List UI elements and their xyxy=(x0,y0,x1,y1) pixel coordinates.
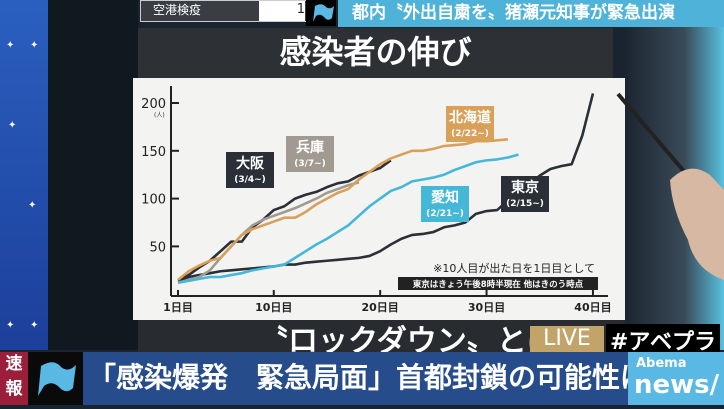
series-name-label: 兵庫 xyxy=(296,139,324,156)
quarantine-value: 1 xyxy=(259,1,305,21)
series-start-label: (2/15~) xyxy=(506,199,544,209)
y-tick-label: 50 xyxy=(149,240,166,255)
logo-bottom-text: news/ xyxy=(634,370,720,400)
x-tick-label: 40日目 xyxy=(574,301,611,314)
series-line-兵庫 xyxy=(177,181,360,284)
chart-note-box xyxy=(398,277,598,290)
x-tick-label: 30日目 xyxy=(468,301,505,314)
logo-top-text: Abema xyxy=(636,356,687,371)
star-icon: ✦ xyxy=(30,40,39,51)
quarantine-box: 空港検疫 1 xyxy=(140,0,307,22)
series-name-label: 北海道 xyxy=(449,109,491,126)
series-line-愛知 xyxy=(177,153,519,285)
x-tick-label: 20日目 xyxy=(362,301,399,314)
pointer-pen xyxy=(616,92,690,178)
series-label-box xyxy=(501,176,549,212)
monitor-frame xyxy=(48,0,138,350)
flag-icon xyxy=(306,0,336,26)
hand xyxy=(670,168,724,280)
quarantine-label: 空港検疫 xyxy=(153,3,202,17)
x-tick-label: 10日目 xyxy=(255,301,292,314)
y-tick-label: 100 xyxy=(141,193,166,208)
abema-news-logo: Abema news/ xyxy=(628,352,724,405)
series-line-北海道 xyxy=(177,138,508,281)
x-tick-label: 1日目 xyxy=(163,301,193,314)
breaking-badge: 速報 xyxy=(0,352,28,405)
series-start-label: (3/4~) xyxy=(234,175,266,185)
flag-icon xyxy=(28,352,83,405)
series-label-box xyxy=(421,186,469,222)
star-icon: ✦ xyxy=(30,320,39,331)
y-tick-label: 150 xyxy=(141,145,166,160)
series-start-label: (3/7~) xyxy=(294,159,326,169)
top-news-banner: 都内〝外出自粛を〟猪瀬元知事が緊急出演 xyxy=(338,0,724,27)
hashtag: #アベプラ xyxy=(606,324,720,356)
ticker-headline: 「感染爆発 緊急局面」首都封鎖の可能性は xyxy=(83,352,648,405)
live-badge: LIVE xyxy=(530,326,604,352)
series-name-label: 愛知 xyxy=(431,189,459,206)
studio-background: ✦ ✦ ✦ ✦ ✦ ✦ xyxy=(0,0,48,350)
star-icon: ✦ xyxy=(6,40,15,51)
y-unit-label: (人) xyxy=(154,112,165,119)
series-name-label: 大阪 xyxy=(236,155,265,172)
series-label-box xyxy=(286,136,334,172)
chart-title: 感染者の伸び xyxy=(138,28,613,78)
presenter-hand xyxy=(616,92,724,280)
chart-panel: 50 100 150 200 (人) 1日目 10日目 20日目 30日目 40日目 東京 (2/15… xyxy=(133,78,625,320)
star-icon: ✦ xyxy=(6,320,15,331)
y-tick-label: 200 xyxy=(141,97,166,112)
series-label-box xyxy=(226,152,274,188)
series-label-box xyxy=(446,106,494,142)
series-line-大阪 xyxy=(177,159,392,282)
lockdown-caption: 〝ロックダウン〟とは xyxy=(258,324,557,352)
chart-note: ※10人目が出た日を1日目として xyxy=(433,261,595,275)
star-icon: ✦ xyxy=(8,120,17,131)
chart-note-2: 東京はきょう午後8時半現在 他はきのう時点 xyxy=(413,279,584,290)
series-name-label: 東京 xyxy=(511,179,539,196)
series-start-label: (2/21~) xyxy=(426,209,464,219)
series-start-label: (2/22~) xyxy=(451,129,489,139)
line-chart: 50 100 150 200(人) 1日目 10日目 20日目 30日目 40日目 東京 (2/15… xyxy=(141,86,612,314)
star-icon: ✦ xyxy=(28,200,37,211)
